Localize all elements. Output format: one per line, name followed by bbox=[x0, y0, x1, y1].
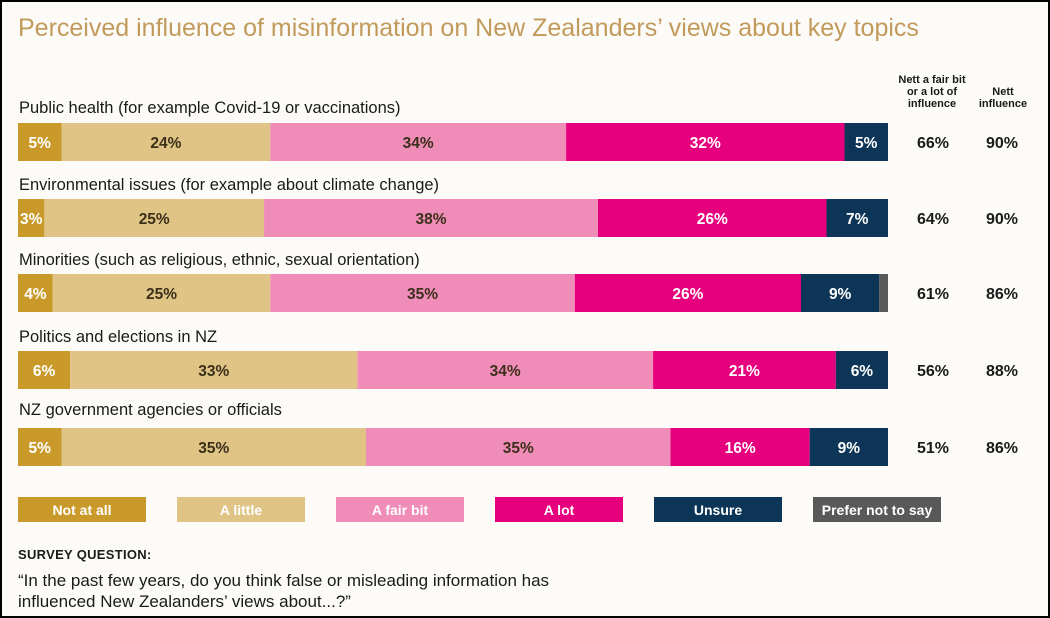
data-label: 25% bbox=[146, 286, 177, 303]
data-label: 38% bbox=[416, 211, 447, 228]
legend-a-fair-bit: A fair bit bbox=[336, 497, 464, 522]
data-label: 34% bbox=[403, 135, 434, 152]
data-label: 26% bbox=[697, 211, 728, 228]
category-label: Minorities (such as religious, ethnic, s… bbox=[19, 251, 420, 269]
header-nett-fair-bit-or-lot: Nett a fair bit or a lot of influence bbox=[898, 74, 966, 110]
data-label: 16% bbox=[725, 440, 756, 457]
data-label: 6% bbox=[851, 363, 874, 380]
bar-segment bbox=[61, 123, 271, 161]
bar-segment bbox=[879, 274, 888, 312]
data-label: 32% bbox=[690, 135, 721, 152]
data-label: 3% bbox=[20, 211, 43, 228]
legend-a-lot: A lot bbox=[495, 497, 623, 522]
category-label: NZ government agencies or officials bbox=[19, 401, 282, 419]
chart-svg: Public health (for example Covid-19 or v… bbox=[18, 99, 1018, 466]
data-label: 21% bbox=[729, 363, 760, 380]
data-label: 4% bbox=[24, 286, 47, 303]
bar-segment bbox=[566, 123, 845, 161]
nett-influence-value: 88% bbox=[986, 363, 1018, 380]
bar-segment bbox=[52, 274, 271, 312]
data-label: 24% bbox=[150, 135, 181, 152]
bar-segment bbox=[264, 199, 598, 237]
nett-fair-bit-or-lot-value: 61% bbox=[917, 286, 949, 303]
data-label: 6% bbox=[33, 363, 56, 380]
legend-unsure: Unsure bbox=[654, 497, 782, 522]
bar-segment bbox=[270, 274, 575, 312]
data-label: 5% bbox=[29, 135, 52, 152]
bar-segment bbox=[357, 351, 654, 389]
bar-segment bbox=[574, 274, 801, 312]
chart-title: Perceived influence of misinformation on… bbox=[18, 14, 919, 42]
bar-segment bbox=[70, 351, 358, 389]
bar-segment bbox=[653, 351, 836, 389]
bar-segment bbox=[801, 274, 880, 312]
bar-segment bbox=[18, 274, 53, 312]
bar-segment bbox=[18, 199, 45, 237]
data-label: 5% bbox=[29, 440, 52, 457]
stacked-bar-chart: Public health (for example Covid-19 or v… bbox=[2, 2, 1048, 487]
survey-question-heading: SURVEY QUESTION: bbox=[18, 547, 152, 562]
header-nett-influence: Nett influence bbox=[978, 86, 1028, 110]
nett-fair-bit-or-lot-value: 64% bbox=[917, 211, 949, 228]
legend-not-at-all: Not at all bbox=[18, 497, 146, 522]
bar-segment bbox=[598, 199, 827, 237]
legend-prefer-not-to-say: Prefer not to say bbox=[813, 497, 941, 522]
category-label: Politics and elections in NZ bbox=[19, 328, 217, 346]
bar-segment bbox=[18, 351, 71, 389]
bar-segment bbox=[835, 351, 888, 389]
data-label: 5% bbox=[855, 135, 878, 152]
bar-segment bbox=[809, 428, 888, 466]
data-label: 33% bbox=[198, 363, 229, 380]
nett-influence-value: 90% bbox=[986, 211, 1018, 228]
category-label: Public health (for example Covid-19 or v… bbox=[19, 99, 401, 117]
survey-question-text: “In the past few years, do you think fal… bbox=[18, 571, 550, 611]
nett-influence-value: 86% bbox=[986, 440, 1018, 457]
bar-segment bbox=[61, 428, 366, 466]
data-label: 25% bbox=[139, 211, 170, 228]
nett-influence-value: 90% bbox=[986, 135, 1018, 152]
nett-fair-bit-or-lot-value: 56% bbox=[917, 363, 949, 380]
bar-segment bbox=[670, 428, 810, 466]
bar-segment bbox=[270, 123, 567, 161]
data-label: 35% bbox=[407, 286, 438, 303]
bar-segment bbox=[844, 123, 888, 161]
legend-a-little: A little bbox=[177, 497, 305, 522]
bar-segment bbox=[826, 199, 888, 237]
bar-segment bbox=[18, 123, 62, 161]
data-label: 34% bbox=[490, 363, 521, 380]
data-label: 26% bbox=[672, 286, 703, 303]
bar-segment bbox=[44, 199, 265, 237]
data-label: 7% bbox=[846, 211, 869, 228]
nett-fair-bit-or-lot-value: 51% bbox=[917, 440, 949, 457]
data-label: 9% bbox=[829, 286, 852, 303]
bar-segment bbox=[366, 428, 671, 466]
data-label: 35% bbox=[503, 440, 534, 457]
bar-segment bbox=[18, 428, 62, 466]
data-label: 9% bbox=[838, 440, 861, 457]
data-label: 35% bbox=[198, 440, 229, 457]
nett-influence-value: 86% bbox=[986, 286, 1018, 303]
category-label: Environmental issues (for example about … bbox=[19, 176, 439, 194]
nett-fair-bit-or-lot-value: 66% bbox=[917, 135, 949, 152]
